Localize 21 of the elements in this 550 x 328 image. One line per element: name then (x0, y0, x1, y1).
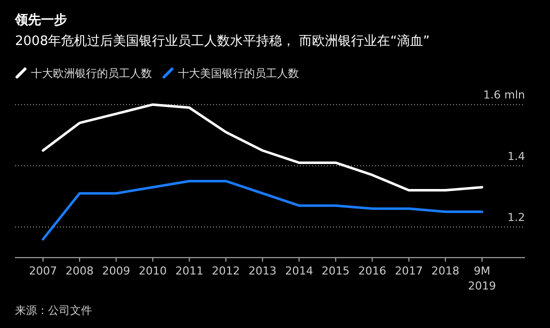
x-tick-label: 2007 (29, 264, 57, 278)
y-tick-label: 1.6 mln (483, 88, 526, 102)
x-tick-label: 2014 (285, 264, 314, 278)
x-tick-label: 2012 (212, 264, 240, 278)
x-tick-label: 2008 (66, 264, 94, 278)
x-tick-label: 2016 (358, 264, 386, 278)
x-tick-label: 2009 (102, 264, 130, 278)
source-note: 来源：公司文件 (15, 304, 92, 317)
x-tick-label: 2017 (394, 264, 423, 278)
y-tick-label: 1.4 (508, 150, 525, 163)
x-tick-label: 2018 (431, 264, 460, 278)
y-tick-label: 1.2 (508, 211, 525, 224)
x-tick-label: 2010 (138, 264, 167, 278)
x-tick-label: 2015 (322, 264, 350, 278)
legend-label: 十大美国银行的员工人数 (178, 67, 299, 80)
x-tick-label: 2011 (175, 264, 204, 278)
legend-label: 十大欧洲银行的员工人数 (31, 67, 152, 80)
x-tick-label: 2013 (248, 264, 276, 278)
chart-subtitle: 2008年危机过后美国银行业员工人数水平持稳， 而欧洲银行业在“滴血” (15, 33, 430, 49)
x-tick-label: 9M 2019 (468, 264, 496, 293)
chart-title: 领先一步 (14, 13, 67, 28)
